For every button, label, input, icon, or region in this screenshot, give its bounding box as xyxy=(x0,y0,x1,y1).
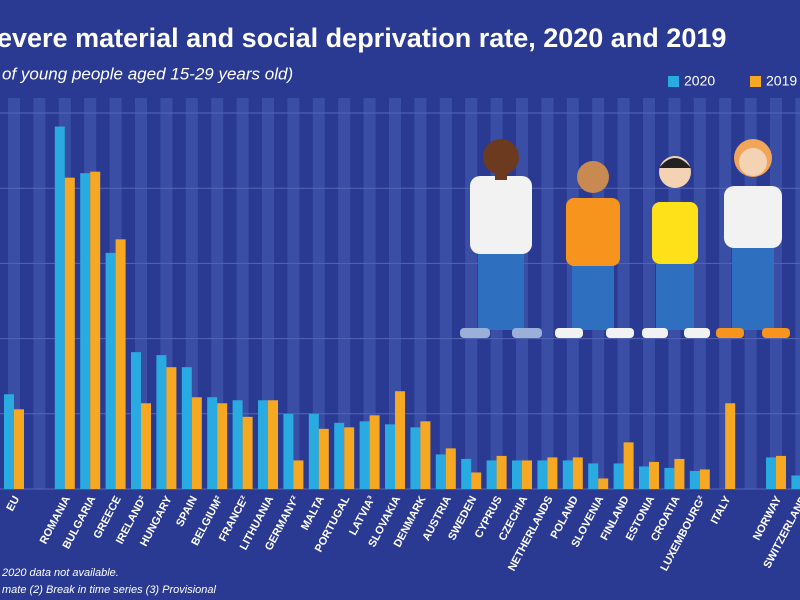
stripe xyxy=(795,98,800,489)
bar xyxy=(64,177,75,489)
bar xyxy=(547,457,558,489)
bar xyxy=(369,415,380,489)
person xyxy=(716,139,790,338)
bar xyxy=(471,472,482,489)
chart-subtitle: of young people aged 15-29 years old) xyxy=(2,64,293,83)
chart-title: evere material and social deprivation ra… xyxy=(0,23,726,53)
bar xyxy=(445,448,456,489)
bar xyxy=(776,455,786,489)
x-tick-label: SPAIN xyxy=(174,494,200,529)
bar xyxy=(268,400,278,489)
x-tick-label: ITALY xyxy=(709,494,734,527)
x-tick-label: MALTA xyxy=(299,494,327,532)
stripe xyxy=(33,98,46,489)
bars xyxy=(4,126,800,489)
bar xyxy=(572,457,583,489)
bar xyxy=(522,460,532,489)
stripe xyxy=(287,98,300,489)
bar xyxy=(156,355,167,489)
stripe xyxy=(465,98,478,489)
bar xyxy=(318,428,329,489)
bar xyxy=(258,400,268,489)
legend-label: 2019 xyxy=(766,73,797,89)
bar xyxy=(420,421,431,489)
bar xyxy=(359,421,370,489)
legend: 2020 2019 xyxy=(668,73,797,89)
legend-label: 2020 xyxy=(684,73,715,89)
bar xyxy=(689,470,700,489)
bar xyxy=(334,422,345,489)
stripe xyxy=(643,98,655,489)
bar xyxy=(344,427,355,489)
bar xyxy=(410,427,421,489)
stripe xyxy=(439,98,452,489)
bar xyxy=(435,454,446,489)
bar xyxy=(639,466,649,489)
stripe xyxy=(541,98,554,489)
bar xyxy=(131,352,141,489)
bar xyxy=(115,239,126,489)
bar xyxy=(293,460,304,489)
bar xyxy=(14,409,24,489)
bar xyxy=(649,461,659,489)
bar xyxy=(105,252,116,489)
stripe xyxy=(338,98,351,489)
stripe xyxy=(414,98,427,489)
illustration xyxy=(460,139,790,338)
bar xyxy=(181,367,192,489)
bar xyxy=(242,416,253,489)
bar xyxy=(217,403,228,489)
bar xyxy=(385,424,395,489)
bar xyxy=(486,460,497,489)
person xyxy=(460,139,542,338)
person xyxy=(555,161,634,338)
bar xyxy=(664,467,675,489)
bar xyxy=(80,173,91,489)
bar xyxy=(512,460,522,489)
bar xyxy=(674,458,685,489)
bar xyxy=(461,458,472,489)
stripe xyxy=(617,98,630,489)
bar xyxy=(395,391,405,489)
bar xyxy=(588,463,599,489)
bar xyxy=(699,469,710,489)
bar xyxy=(207,397,218,489)
bar xyxy=(766,457,776,489)
bar xyxy=(562,460,573,489)
legend-swatch xyxy=(668,76,679,87)
stripe xyxy=(312,98,325,489)
stripe xyxy=(211,98,224,489)
stripe xyxy=(693,98,706,489)
bar xyxy=(232,400,243,489)
stripe xyxy=(236,98,249,489)
stripe xyxy=(363,98,376,489)
bar xyxy=(191,397,202,489)
bar xyxy=(598,478,609,489)
bar xyxy=(537,460,548,489)
bar xyxy=(623,442,634,489)
bar xyxy=(283,413,294,489)
bar xyxy=(308,413,319,489)
bar xyxy=(141,403,151,489)
footnote: mate (2) Break in time series (3) Provis… xyxy=(2,584,217,596)
bar xyxy=(496,455,507,489)
bar xyxy=(613,463,624,489)
stripe xyxy=(8,98,20,489)
person xyxy=(642,156,710,338)
x-tick-label: EU xyxy=(4,494,22,513)
bar xyxy=(4,394,14,489)
bar xyxy=(725,403,736,489)
bar xyxy=(791,475,800,489)
bar xyxy=(90,171,101,489)
bar xyxy=(54,126,65,489)
legend-swatch xyxy=(750,76,761,87)
footnote: 2020 data not available. xyxy=(1,567,119,579)
bar xyxy=(166,367,177,489)
stripe xyxy=(262,98,274,489)
